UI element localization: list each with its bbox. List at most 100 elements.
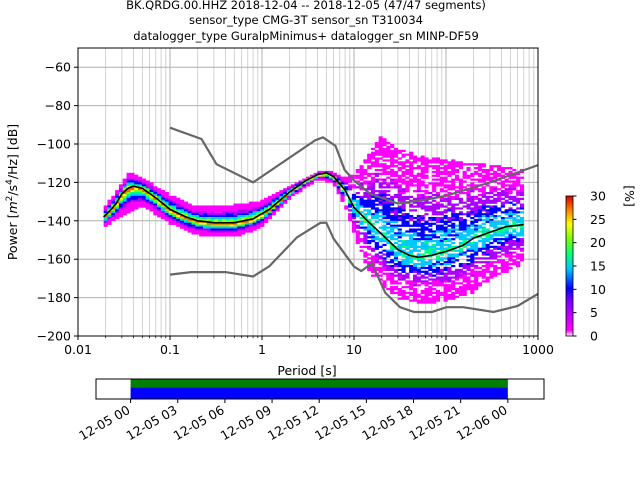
heatmap-cell bbox=[493, 268, 498, 272]
heatmap-cell bbox=[115, 193, 120, 197]
heatmap-cell bbox=[451, 241, 456, 245]
heatmap-cell bbox=[229, 232, 234, 235]
heatmap-cell bbox=[420, 253, 425, 256]
heatmap-cell bbox=[218, 207, 223, 210]
heatmap-cell bbox=[405, 257, 410, 260]
heatmap-cell bbox=[328, 170, 334, 174]
heatmap-cell bbox=[424, 205, 429, 208]
heatmap-cell bbox=[157, 193, 162, 197]
heatmap-cell bbox=[176, 199, 181, 202]
heatmap-cell bbox=[214, 232, 219, 235]
heatmap-cell bbox=[443, 251, 448, 254]
heatmap-cell bbox=[447, 257, 452, 260]
heatmap-cell bbox=[412, 216, 418, 220]
heatmap-cell bbox=[412, 178, 418, 181]
heatmap-cell bbox=[290, 184, 295, 187]
heatmap-cell bbox=[412, 245, 418, 248]
heatmap-cell bbox=[481, 226, 486, 229]
heatmap-cell bbox=[458, 234, 463, 237]
heatmap-cell bbox=[424, 297, 429, 300]
heatmap-cell bbox=[122, 184, 127, 187]
heatmap-cell bbox=[359, 232, 364, 235]
heatmap-cell bbox=[447, 209, 452, 212]
heatmap-cell bbox=[382, 249, 387, 252]
heatmap-cell bbox=[241, 226, 246, 229]
heatmap-cell bbox=[405, 286, 410, 289]
heatmap-cell bbox=[508, 234, 513, 237]
heatmap-cell bbox=[393, 195, 399, 199]
heatmap-cell bbox=[458, 241, 463, 245]
heatmap-cell bbox=[466, 278, 471, 281]
heatmap-cell bbox=[351, 195, 357, 199]
heatmap-cell bbox=[367, 195, 372, 199]
heatmap-cell bbox=[420, 172, 425, 176]
heatmap-cell bbox=[103, 205, 108, 208]
heatmap-cell bbox=[432, 211, 437, 214]
heatmap-cell bbox=[225, 224, 230, 227]
heatmap-cell bbox=[397, 288, 402, 291]
heatmap-cell bbox=[432, 299, 437, 302]
heatmap-cell bbox=[470, 220, 475, 224]
heatmap-cell bbox=[519, 247, 525, 250]
heatmap-cell bbox=[489, 245, 494, 248]
heatmap-cell bbox=[267, 205, 272, 208]
heatmap-cell bbox=[420, 247, 425, 250]
heatmap-cell bbox=[382, 282, 387, 285]
heatmap-cell bbox=[264, 220, 269, 224]
colorbar-label: [%] bbox=[622, 185, 637, 207]
heatmap-cell bbox=[497, 168, 502, 172]
heatmap-cell bbox=[508, 253, 513, 256]
heatmap-cell bbox=[512, 247, 517, 250]
heatmap-cell bbox=[401, 149, 406, 152]
heatmap-cell bbox=[470, 247, 475, 250]
heatmap-cell bbox=[447, 218, 452, 222]
heatmap-cell bbox=[183, 201, 188, 204]
heatmap-cell bbox=[370, 247, 376, 250]
heatmap-cell bbox=[172, 195, 177, 199]
heatmap-cell bbox=[432, 274, 437, 277]
heatmap-cell bbox=[390, 159, 395, 162]
heatmap-cell bbox=[466, 226, 471, 229]
heatmap-cell bbox=[264, 215, 269, 218]
heatmap-cell bbox=[516, 197, 521, 200]
heatmap-cell bbox=[107, 213, 112, 216]
heatmap-cell bbox=[355, 174, 360, 177]
heatmap-cell bbox=[401, 270, 406, 273]
heatmap-cell bbox=[516, 201, 521, 204]
heatmap-cell bbox=[267, 211, 272, 214]
heatmap-cell bbox=[420, 167, 425, 170]
heatmap-cell bbox=[370, 255, 376, 258]
heatmap-cell bbox=[424, 222, 429, 225]
heatmap-cell bbox=[439, 213, 444, 216]
heatmap-cell bbox=[466, 276, 471, 279]
heatmap-cell bbox=[405, 297, 410, 300]
heatmap-cell bbox=[348, 205, 353, 208]
heatmap-cell bbox=[420, 266, 425, 270]
heatmap-cell bbox=[474, 264, 479, 268]
heatmap-cell bbox=[393, 220, 399, 224]
heatmap-cell bbox=[138, 190, 143, 193]
heatmap-cell bbox=[370, 155, 376, 158]
heatmap-cell bbox=[493, 272, 498, 275]
heatmap-cell bbox=[336, 178, 341, 181]
heatmap-cell bbox=[252, 226, 257, 229]
heatmap-cell bbox=[382, 182, 387, 185]
heatmap-cell bbox=[386, 203, 391, 206]
heatmap-cell bbox=[367, 188, 372, 191]
heatmap-cell bbox=[351, 211, 357, 214]
heatmap-cell bbox=[340, 199, 345, 202]
heatmap-cell bbox=[466, 163, 471, 166]
heatmap-cell bbox=[401, 161, 406, 164]
heatmap-cell bbox=[160, 213, 166, 216]
heatmap-cell bbox=[397, 247, 402, 250]
heatmap-cell bbox=[138, 203, 143, 206]
heatmap-cell bbox=[370, 153, 376, 156]
heatmap-cell bbox=[439, 224, 444, 227]
heatmap-cell bbox=[489, 272, 494, 275]
heatmap-cell bbox=[168, 197, 173, 200]
heatmap-cell bbox=[149, 186, 154, 189]
heatmap-cell bbox=[409, 170, 414, 174]
heatmap-cell bbox=[462, 205, 467, 208]
heatmap-cell bbox=[195, 224, 200, 227]
x-tick-label: 1000 bbox=[522, 342, 554, 357]
